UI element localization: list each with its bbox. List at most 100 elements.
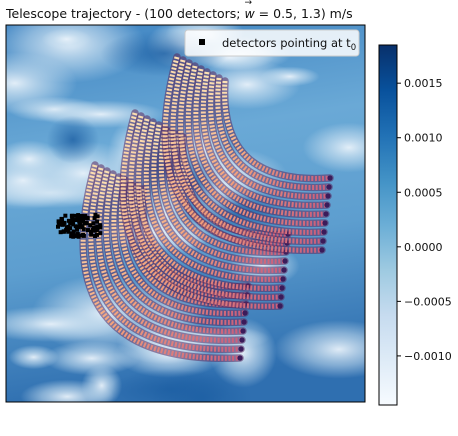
detector-marker [79,213,84,218]
detector-marker [70,220,75,225]
colorbar-ticks: 0.0015 0.0010 0.0005 0.0000 −0.0005 −0.0010 [397,77,452,363]
legend-box [184,29,360,57]
detector-marker [89,232,94,237]
trajectory-arc [143,121,284,282]
trajectory-arc [178,62,325,235]
trajectory-arc [222,80,331,182]
dark-patch [151,369,253,402]
trajectory-end-point [242,310,248,316]
axes-frame [5,24,366,403]
detector-marker [73,224,78,229]
detector-marker [98,223,103,228]
detector-marker [92,216,97,221]
detector-marker [95,226,100,231]
detector-marker [66,218,71,223]
trajectory-end-point [281,267,287,273]
colorbar-tick-label: 0.0015 [404,77,443,90]
detector-marker [69,234,74,239]
detector-marker [60,222,65,227]
detector-marker [93,234,98,239]
trajectory-arc [158,127,286,264]
dark-patch [46,115,100,164]
detector-marker [61,229,66,234]
trajectory-end-point [282,258,288,264]
trajectory-end-point [239,337,245,343]
detector-marker [63,213,68,218]
title-vector-symbol: w [244,6,255,21]
trajectory-arc [185,65,326,226]
detector-marker [85,216,90,221]
detector-marker [58,219,63,224]
detector-marker [81,227,86,232]
legend-label: detectors pointing at t0 [222,36,356,53]
trajectory-arc-shadow [119,109,284,311]
detector-marker [91,225,96,230]
chart-title: Telescope trajectory - (100 detectors; w… [6,0,353,21]
trajectory-end-point [324,202,330,208]
detector-marker [59,216,64,221]
trajectory-arcs [79,53,334,363]
trajectory-end-point [325,193,331,199]
title-suffix: = 0.5, 1.3) m/s [254,6,353,21]
detector-marker [85,228,90,233]
trajectory-arc [200,71,328,208]
detector-marker [93,212,98,217]
trajectory-end-point [277,303,283,309]
cloud-patch [6,52,78,115]
colorbar-tick-label: −0.0010 [404,350,452,363]
map-area [6,25,365,402]
cloud-patch [273,320,365,379]
trajectory-end-point [319,247,325,253]
detector-marker [75,232,80,237]
colorbar-tick-label: 0.0000 [404,241,443,254]
trajectory-arc [103,173,244,334]
colorbar-tick-label: 0.0005 [404,186,443,199]
detector-marker [76,234,81,239]
detector-marker [73,218,78,223]
trajectory-end-point [322,220,328,226]
detector-marker [82,215,87,220]
trajectory-arc [170,59,324,244]
colorbar-tick-label: −0.0005 [404,295,452,308]
detector-marker [58,230,63,235]
trajectory-arc [96,170,243,343]
trajectory-arc [151,124,285,273]
trajectory-arc [136,118,283,291]
detector-marker [66,229,71,234]
t0-markers [56,212,103,239]
detector-marker [77,219,82,224]
detector-marker [70,216,75,221]
trajectory-end-point [240,328,246,334]
detector-marker [79,233,84,238]
detector-marker [66,227,71,232]
trajectory-end-point [280,276,286,282]
cloud-patch [259,66,320,87]
trajectory-arc [126,182,247,307]
detector-marker [71,234,76,239]
trajectory-end-point [279,285,285,291]
colorbar-frame [378,44,398,406]
colorbar: 0.0015 0.0010 0.0005 0.0000 −0.0005 −0.0010 [378,44,452,406]
vector-arrow-glyph: → [244,0,253,8]
detector-marker [98,231,103,236]
cloud-patch [41,28,92,50]
detector-marker [73,213,78,218]
cloud-patch [8,345,59,370]
trajectory-arc [128,115,282,300]
detector-marker [64,228,69,233]
colorbar-gradient [379,45,397,405]
detector-marker [83,220,88,225]
detector-marker [76,224,81,229]
detector-marker [70,213,75,218]
detector-marker [56,224,61,229]
cloud-patch [302,122,365,173]
detector-marker [68,221,73,226]
trajectory-arc-shadow [161,53,326,255]
trajectory-end-point [320,238,326,244]
cloud-patch [6,306,125,342]
trajectory-arc [208,74,329,199]
detector-marker [75,227,80,232]
trajectory-arc [111,176,245,325]
detector-marker [98,225,103,230]
